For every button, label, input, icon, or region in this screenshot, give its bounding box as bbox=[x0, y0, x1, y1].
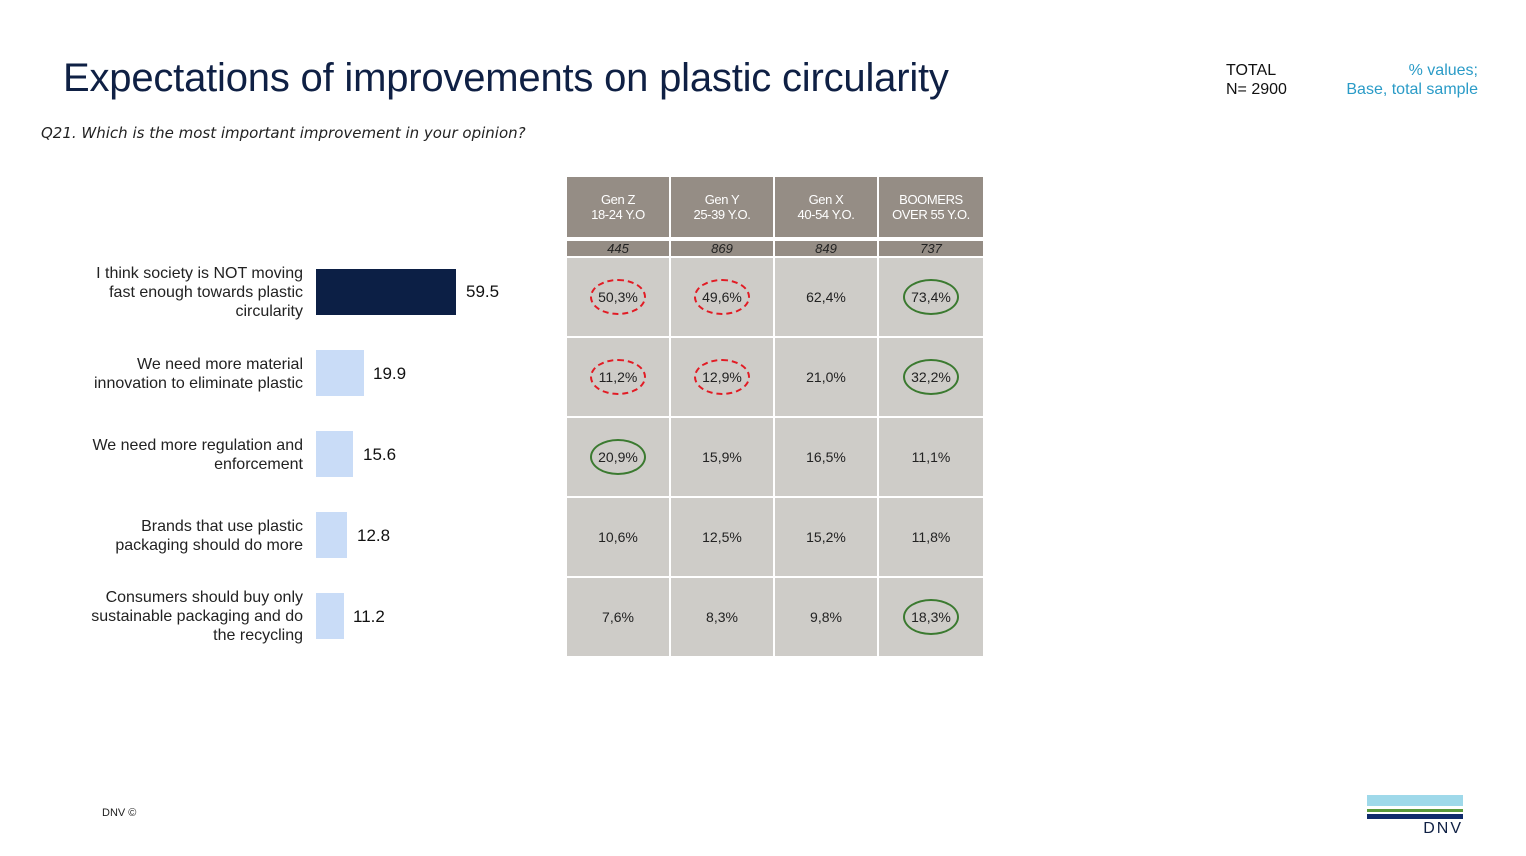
bar-value: 19.9 bbox=[373, 364, 407, 383]
total-label: TOTAL bbox=[1226, 62, 1277, 79]
sample-size: 445 bbox=[567, 241, 671, 256]
table-cell: 12,9% bbox=[671, 338, 775, 416]
table-cell: 9,8% bbox=[775, 578, 879, 656]
bar-value: 11.2 bbox=[353, 607, 385, 626]
generation-table: Gen Z 18-24 Y.O Gen Y 25-39 Y.O. Gen X 4… bbox=[567, 177, 985, 656]
table-cell: 12,5% bbox=[671, 498, 775, 576]
table-cell: 16,5% bbox=[775, 418, 879, 496]
table-cell: 50,3% bbox=[567, 258, 671, 336]
table-cell: 7,6% bbox=[567, 578, 671, 656]
table-row: 11,2% 12,9% 21,0% 32,2% bbox=[567, 336, 985, 416]
bar-label: We need more material innovation to elim… bbox=[93, 356, 303, 392]
bar-fill bbox=[316, 350, 364, 396]
bar-row: Brands that use plastic packaging should… bbox=[0, 512, 540, 558]
base-note: % values; Base, total sample bbox=[1346, 61, 1478, 99]
bar-fill bbox=[316, 512, 347, 558]
table-cell: 15,9% bbox=[671, 418, 775, 496]
table-cell: 15,2% bbox=[775, 498, 879, 576]
survey-question: Q21. Which is the most important improve… bbox=[41, 124, 526, 142]
logo-text: DNV bbox=[1423, 820, 1463, 837]
table-row: 50,3% 49,6% 62,4% 73,4% bbox=[567, 258, 985, 336]
significant-high-ring-icon bbox=[903, 599, 959, 635]
significant-low-ring-icon bbox=[590, 279, 646, 315]
column-header-gen-z: Gen Z 18-24 Y.O bbox=[567, 177, 671, 237]
significant-high-ring-icon bbox=[903, 279, 959, 315]
dnv-logo: DNV bbox=[1367, 795, 1463, 838]
table-cell: 11,8% bbox=[879, 498, 983, 576]
bar-value: 59.5 bbox=[466, 282, 500, 301]
bar-row: I think society is NOT moving fast enoug… bbox=[0, 264, 540, 324]
sample-size-row: 445 869 849 737 bbox=[567, 241, 985, 256]
table-cell: 10,6% bbox=[567, 498, 671, 576]
logo-stripe-light-blue bbox=[1367, 795, 1463, 806]
column-header-gen-y: Gen Y 25-39 Y.O. bbox=[671, 177, 775, 237]
bar-label: I think society is NOT moving fast enoug… bbox=[96, 265, 303, 320]
significant-high-ring-icon bbox=[903, 359, 959, 395]
table-header-row: Gen Z 18-24 Y.O Gen Y 25-39 Y.O. Gen X 4… bbox=[567, 177, 985, 237]
sample-size: 849 bbox=[775, 241, 879, 256]
bar-row: We need more material innovation to elim… bbox=[0, 350, 540, 396]
logo-stripe-green bbox=[1367, 809, 1463, 812]
table-cell: 73,4% bbox=[879, 258, 983, 336]
table-cell: 32,2% bbox=[879, 338, 983, 416]
bar-row: We need more regulation and enforcement … bbox=[0, 431, 540, 477]
table-row: 7,6% 8,3% 9,8% 18,3% bbox=[567, 576, 985, 656]
bar-row: Consumers should buy only sustainable pa… bbox=[0, 588, 540, 648]
base-note-line1: % values; bbox=[1408, 62, 1478, 79]
sample-size: 737 bbox=[879, 241, 983, 256]
table-cell: 20,9% bbox=[567, 418, 671, 496]
table-row: 10,6% 12,5% 15,2% 11,8% bbox=[567, 496, 985, 576]
table-cell: 21,0% bbox=[775, 338, 879, 416]
footer-copyright: DNV © bbox=[102, 807, 137, 819]
total-n: N= 2900 bbox=[1226, 81, 1287, 98]
sample-size: 869 bbox=[671, 241, 775, 256]
bar-value: 15.6 bbox=[363, 445, 397, 464]
bar-fill bbox=[316, 593, 344, 639]
column-header-boomers: BOOMERS OVER 55 Y.O. bbox=[879, 177, 983, 237]
significant-high-ring-icon bbox=[590, 439, 646, 475]
bar-label: Brands that use plastic packaging should… bbox=[115, 518, 303, 554]
table-cell: 11,1% bbox=[879, 418, 983, 496]
table-cell: 62,4% bbox=[775, 258, 879, 336]
significant-low-ring-icon bbox=[590, 359, 646, 395]
bar-fill bbox=[316, 431, 353, 477]
significant-low-ring-icon bbox=[694, 279, 750, 315]
table-cell: 8,3% bbox=[671, 578, 775, 656]
base-note-line2: Base, total sample bbox=[1346, 81, 1478, 98]
column-header-gen-x: Gen X 40-54 Y.O. bbox=[775, 177, 879, 237]
total-sample-info: TOTAL N= 2900 bbox=[1226, 61, 1287, 99]
table-cell: 49,6% bbox=[671, 258, 775, 336]
logo-stripe-navy bbox=[1367, 814, 1463, 819]
table-cell: 11,2% bbox=[567, 338, 671, 416]
bar-label: Consumers should buy only sustainable pa… bbox=[91, 589, 303, 644]
bar-value: 12.8 bbox=[357, 526, 391, 545]
table-body: 50,3% 49,6% 62,4% 73,4% 11,2% 12,9% 21,0… bbox=[567, 258, 985, 656]
bar-fill bbox=[316, 269, 456, 315]
significant-low-ring-icon bbox=[694, 359, 750, 395]
page-title: Expectations of improvements on plastic … bbox=[63, 56, 949, 100]
bar-label: We need more regulation and enforcement bbox=[92, 437, 303, 473]
table-cell: 18,3% bbox=[879, 578, 983, 656]
table-row: 20,9% 15,9% 16,5% 11,1% bbox=[567, 416, 985, 496]
